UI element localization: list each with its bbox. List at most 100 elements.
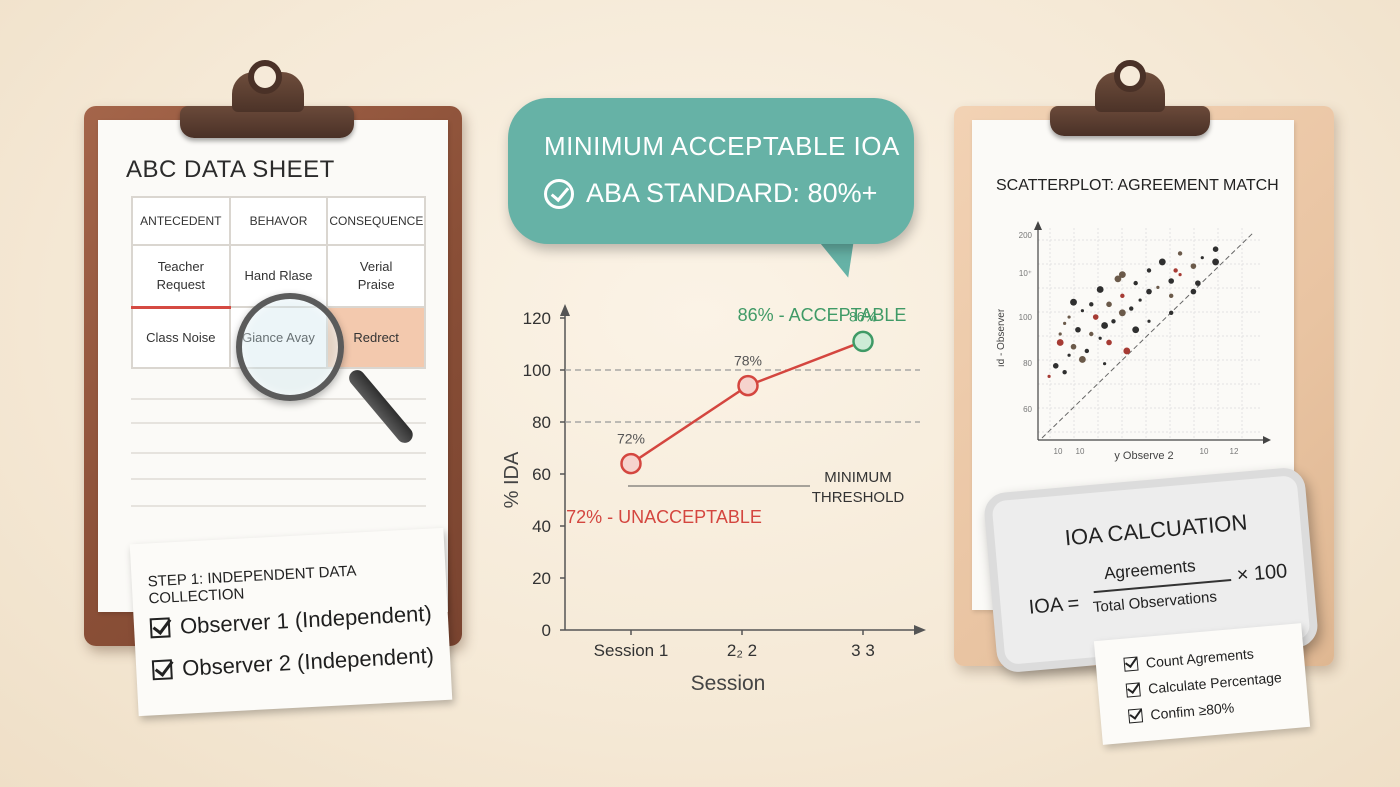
- scatter-y-label: ıd - Observer: [996, 308, 1007, 367]
- y-tick-label: 80: [532, 413, 551, 432]
- scatter-point: [1169, 293, 1174, 299]
- scatter-point: [1138, 298, 1142, 302]
- scatter-point: [1168, 278, 1174, 284]
- scatter-point: [1146, 268, 1152, 273]
- scatter-point: [1190, 288, 1197, 295]
- checklist-item: Observer 1 (Independent): [149, 601, 432, 642]
- ruled-line: [131, 452, 426, 454]
- y-tick-label: 100: [523, 361, 551, 380]
- table-header-row: ANTECEDENT BEHAVOR CONSEQUENCE: [131, 196, 426, 246]
- checklist-item: Observer 2 (Independent): [151, 642, 435, 684]
- table-row: Teacher Request Hand Rlase Verial Praise: [131, 244, 426, 308]
- scatter-y-arrow: [1034, 221, 1042, 230]
- scatter-point: [1212, 246, 1219, 252]
- scatter-point: [1052, 363, 1059, 369]
- scatter-point: [1147, 319, 1151, 323]
- scatter-point: [1089, 302, 1094, 307]
- scatter-point: [1067, 353, 1071, 357]
- bubble-standard-text: ABA STANDARD: 80%+: [586, 178, 878, 208]
- scatter-point: [1075, 326, 1081, 333]
- checklist-label: Calculate Percentage: [1147, 669, 1283, 697]
- data-point: [620, 452, 642, 475]
- scatter-x-arrow: [1263, 436, 1271, 444]
- header-antecedent: ANTECEDENT: [131, 196, 231, 246]
- magnifying-glass-icon: [236, 293, 344, 401]
- scatter-point: [1080, 309, 1084, 313]
- checkbox-checked-icon: [149, 617, 171, 639]
- scatter-point: [1106, 339, 1112, 346]
- scatter-point: [1123, 347, 1131, 355]
- scatter-y-tick-label: 60: [1023, 405, 1032, 414]
- scatter-point: [1070, 298, 1077, 306]
- checkbox-checked-icon: [1127, 708, 1144, 724]
- scatter-x-tick-label: 10: [1054, 447, 1063, 456]
- table-cell: Teacher Request: [131, 244, 231, 308]
- y-axis-label: % IDA: [501, 451, 523, 508]
- scatter-point: [1101, 322, 1108, 329]
- agreement-scatterplot: 200 10⁺ 100 80 60 10 10 10 12 y Observe 2 ıd - …: [996, 221, 1271, 462]
- y-tick-label: 60: [532, 465, 551, 484]
- checklist-label: Count Agrements: [1145, 645, 1255, 671]
- scatter-point: [1067, 315, 1071, 319]
- scatter-point: [1079, 356, 1086, 363]
- ioa-card-title: IOA CALCUATION: [1063, 509, 1249, 551]
- y-axis-arrow: [560, 304, 570, 316]
- checkbox-checked-icon: [151, 659, 173, 681]
- scatter-y-tick-label: 80: [1023, 359, 1032, 368]
- bubble-title: MINIMUM ACCEPTABLE IOA: [544, 131, 900, 161]
- scatter-point: [1114, 275, 1122, 283]
- scatter-point: [1146, 288, 1152, 295]
- scatter-point: [1118, 309, 1126, 317]
- observer-2-label: Observer 2 (Independent): [181, 642, 435, 681]
- scatter-point: [1111, 319, 1116, 324]
- scatter-point: [1178, 273, 1182, 277]
- scatter-point: [1177, 251, 1183, 256]
- clipboard-ring-right: [1114, 60, 1146, 92]
- speech-bubble: [508, 98, 914, 244]
- ioa-numerator: Agreements: [1103, 556, 1197, 584]
- x-tick-label: 3 3: [851, 641, 875, 660]
- ioa-line-chart: 0 20 40 60 80 100 120 72% 78% 86% Session 1 2₂ 2 3…: [501, 304, 926, 695]
- bubble-standard: ABA STANDARD: 80%+: [544, 178, 877, 209]
- acceptable-annotation: 86% - ACCEPTABLE: [738, 305, 907, 325]
- y-tick-label: 40: [532, 517, 551, 536]
- checklist-item: Count Agrements: [1123, 645, 1254, 672]
- calculation-checklist-note: Count Agrements Calculate Percentage Con…: [1093, 623, 1311, 745]
- ioa-formula-lhs: IOA =: [1027, 592, 1081, 619]
- scatter-point: [1212, 258, 1219, 266]
- scatterplot-title: SCATTERPLOT: AGREEMENT MATCH: [996, 177, 1279, 194]
- x-axis-label: Session: [691, 672, 766, 695]
- data-point: [737, 374, 759, 397]
- x-axis-arrow: [914, 625, 926, 635]
- scatter-point: [1092, 314, 1099, 320]
- ruled-line: [131, 422, 426, 424]
- scatter-point: [1118, 271, 1126, 279]
- scatter-point: [1173, 268, 1178, 273]
- step-note-title: STEP 1: INDEPENDENT DATA COLLECTION: [147, 562, 356, 608]
- ruled-line: [131, 505, 426, 507]
- observer-1-label: Observer 1 (Independent): [179, 600, 433, 639]
- y-tick-label: 120: [523, 309, 551, 328]
- threshold-label-line1: MINIMUM: [824, 469, 892, 486]
- scatter-point: [1098, 336, 1102, 340]
- scatter-point: [1169, 310, 1174, 315]
- scatter-point: [1096, 286, 1104, 293]
- scatter-point: [1129, 306, 1134, 311]
- scatter-point: [1058, 332, 1062, 336]
- scatter-x-tick-label: 10: [1200, 447, 1209, 456]
- scatter-point: [1156, 285, 1160, 289]
- ioa-multiplier: × 100: [1235, 560, 1289, 587]
- scatter-y-tick-label: 10⁺: [1019, 269, 1032, 278]
- clipboard-ring-left: [248, 60, 282, 94]
- scatter-point: [1089, 331, 1094, 337]
- scatter-point: [1200, 256, 1204, 260]
- scatter-point: [1063, 321, 1067, 325]
- data-label: 86%: [849, 308, 877, 324]
- step-1-note: STEP 1: INDEPENDENT DATA COLLECTION Obse…: [129, 527, 453, 717]
- check-circle-icon: [544, 178, 574, 209]
- y-tick-label: 20: [532, 569, 551, 588]
- header-consequence: CONSEQUENCE: [326, 196, 426, 246]
- scatter-point: [1103, 362, 1107, 366]
- data-label: 78%: [734, 353, 762, 369]
- scatter-y-tick-label: 100: [1019, 313, 1033, 322]
